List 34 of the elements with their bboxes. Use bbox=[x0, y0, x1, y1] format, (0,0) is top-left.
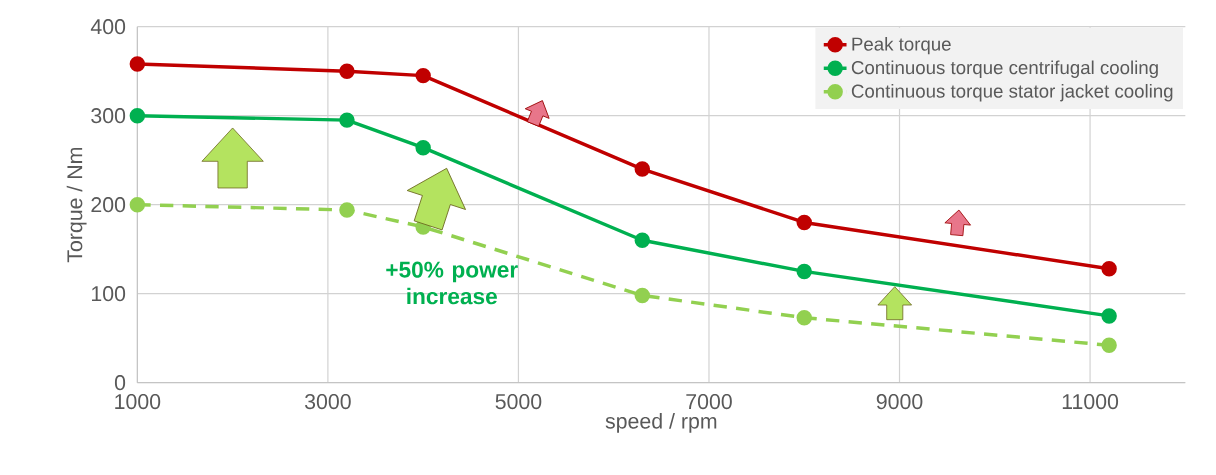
x-tick-label: 11000 bbox=[1062, 394, 1119, 410]
x-tick-label: 1000 bbox=[115, 394, 161, 410]
y-tick-label: 400 bbox=[90, 19, 126, 35]
annotation: +50% power increase bbox=[386, 261, 518, 305]
point bbox=[634, 161, 651, 177]
point bbox=[796, 214, 812, 231]
x-tick-label: 5000 bbox=[495, 394, 542, 410]
y-tick-label: 300 bbox=[91, 108, 126, 124]
point bbox=[415, 68, 431, 84]
legend-label: Peak torque bbox=[852, 37, 951, 55]
point bbox=[415, 140, 431, 156]
point bbox=[634, 287, 651, 304]
point bbox=[339, 63, 355, 80]
y-axis-title: Torque / Nm bbox=[66, 148, 87, 263]
point bbox=[796, 310, 812, 326]
y-tick-label: 200 bbox=[91, 197, 126, 213]
point bbox=[634, 232, 651, 249]
point bbox=[339, 112, 355, 129]
x-tick-label: 3000 bbox=[304, 394, 351, 410]
point bbox=[796, 263, 812, 280]
y-tick-label: 100 bbox=[92, 286, 126, 302]
x-tick-label: 7000 bbox=[686, 394, 732, 410]
point bbox=[339, 202, 355, 218]
legend-label: Continuous torque centrifugal cooling bbox=[851, 60, 1158, 79]
point bbox=[129, 197, 146, 213]
legend-label: Continuous torque stator jacket cooling bbox=[851, 84, 1173, 102]
point bbox=[1101, 308, 1117, 324]
point bbox=[1101, 261, 1117, 277]
point bbox=[129, 108, 146, 124]
x-axis-title: speed / rpm bbox=[605, 413, 717, 434]
point bbox=[1101, 337, 1117, 354]
x-tick-label: 9000 bbox=[876, 394, 923, 410]
point bbox=[129, 56, 146, 72]
y-tick-label: 0 bbox=[114, 375, 126, 391]
